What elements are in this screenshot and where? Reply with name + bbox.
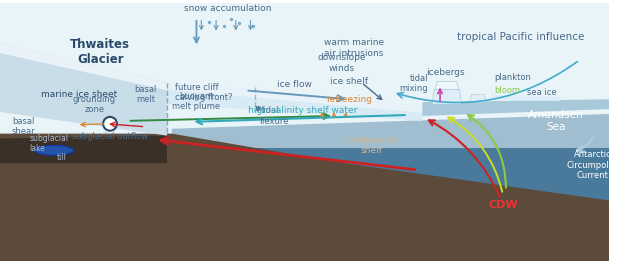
Polygon shape bbox=[167, 83, 422, 113]
Text: icebergs: icebergs bbox=[426, 68, 464, 77]
Text: plankton: plankton bbox=[494, 73, 531, 92]
Polygon shape bbox=[0, 134, 609, 261]
Polygon shape bbox=[0, 43, 167, 136]
Text: future cliff
calving front?: future cliff calving front? bbox=[175, 83, 232, 102]
Polygon shape bbox=[491, 94, 560, 101]
Text: tidal
mixing: tidal mixing bbox=[400, 74, 428, 93]
Text: subglacial outflow: subglacial outflow bbox=[72, 132, 148, 141]
Polygon shape bbox=[0, 3, 609, 261]
Text: basal
shear: basal shear bbox=[12, 117, 35, 136]
Text: sea ice: sea ice bbox=[526, 88, 556, 97]
Text: ice flow: ice flow bbox=[277, 80, 312, 89]
Text: tropical Pacific influence: tropical Pacific influence bbox=[457, 32, 584, 42]
Text: warm marine
air intrusions: warm marine air intrusions bbox=[324, 38, 384, 58]
Text: high-salinity shelf water: high-salinity shelf water bbox=[248, 106, 357, 115]
Polygon shape bbox=[432, 89, 462, 104]
Text: Amundsen
Sea: Amundsen Sea bbox=[528, 110, 584, 132]
Text: downslope
winds: downslope winds bbox=[317, 53, 366, 73]
Text: Antarctic
Circumpolar
Current: Antarctic Circumpolar Current bbox=[567, 150, 618, 180]
Ellipse shape bbox=[34, 145, 74, 155]
Polygon shape bbox=[167, 83, 422, 121]
Text: continental
shelf: continental shelf bbox=[345, 136, 397, 155]
Text: refreezing: refreezing bbox=[326, 95, 372, 104]
Polygon shape bbox=[0, 158, 609, 261]
Text: CDW: CDW bbox=[488, 200, 518, 210]
Polygon shape bbox=[422, 99, 609, 116]
Polygon shape bbox=[0, 136, 167, 163]
Text: snow accumulation: snow accumulation bbox=[184, 4, 272, 13]
Text: till: till bbox=[57, 153, 67, 162]
Text: marine ice sheet: marine ice sheet bbox=[42, 90, 118, 99]
Polygon shape bbox=[172, 148, 609, 261]
Polygon shape bbox=[0, 43, 167, 90]
Text: Thwaites
Glacier: Thwaites Glacier bbox=[70, 38, 130, 66]
Text: grounding
zone: grounding zone bbox=[73, 95, 116, 114]
Text: bloom: bloom bbox=[494, 87, 520, 95]
Circle shape bbox=[103, 117, 117, 131]
Text: subglacial
lake: subglacial lake bbox=[30, 134, 68, 153]
Text: tidal
flexure: tidal flexure bbox=[260, 106, 290, 125]
Polygon shape bbox=[469, 94, 486, 102]
Text: ice shelf: ice shelf bbox=[330, 77, 368, 86]
Polygon shape bbox=[172, 114, 609, 148]
Polygon shape bbox=[435, 82, 459, 89]
Text: buoyant
melt plume: buoyant melt plume bbox=[172, 92, 221, 111]
Text: basal
melt: basal melt bbox=[134, 85, 157, 104]
